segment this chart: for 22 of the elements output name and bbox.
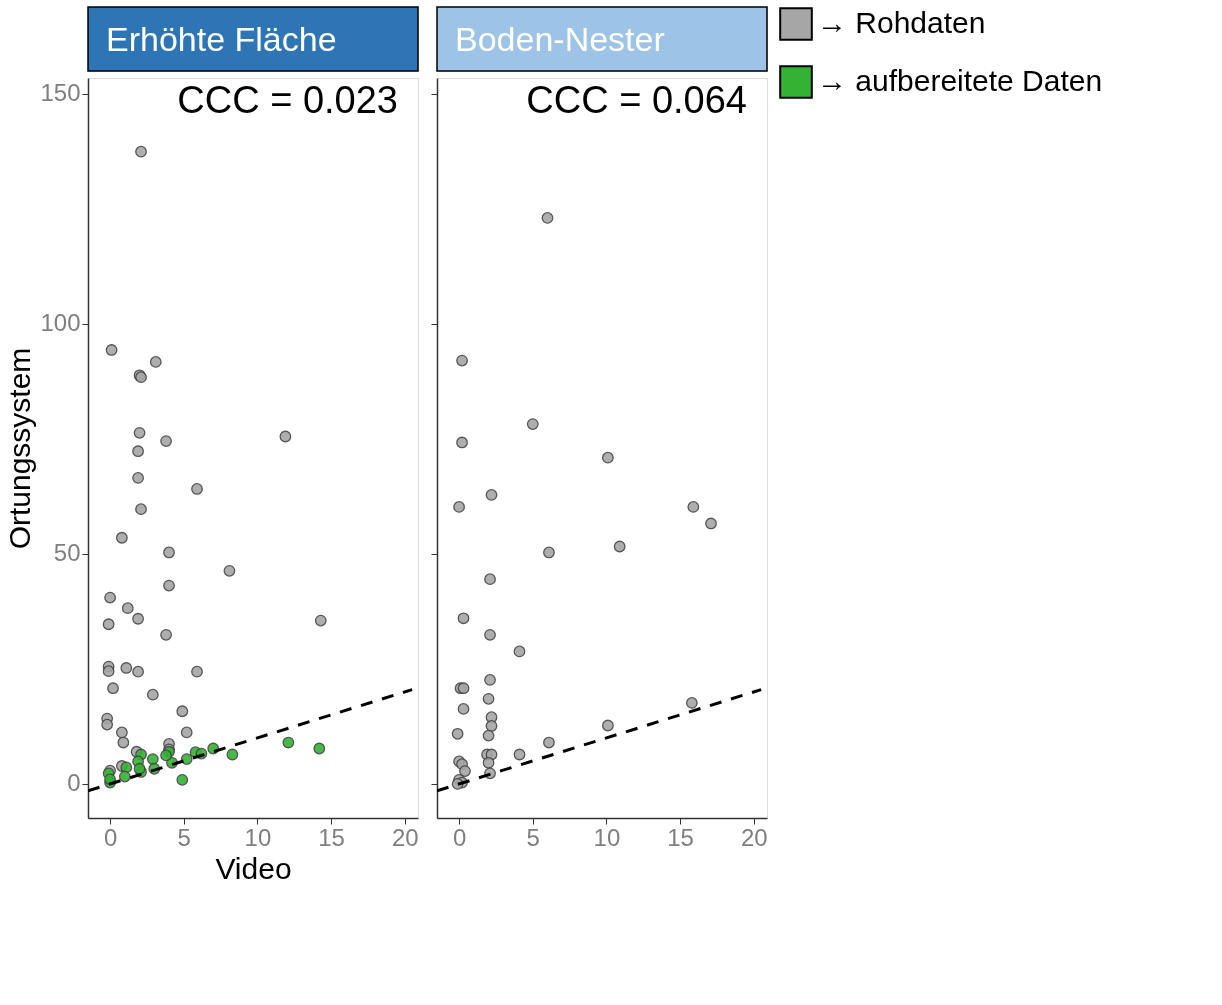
y-tick-label: 0 [67,769,81,797]
chart-title: Boden-Nester [455,20,665,58]
x-tick-label: 15 [667,823,694,851]
x-tick-label: 5 [177,823,191,851]
x-axis-title: Video [215,851,292,885]
y-tick-label: 100 [40,309,81,337]
x-tick-label: 0 [103,823,118,851]
legend-label: → Rohdaten [817,6,986,39]
y-tick-label: 150 [40,79,81,107]
x-tick-label: 10 [244,823,272,851]
x-tick-label: 20 [740,823,768,851]
y-tick-label: 50 [53,539,81,567]
legend-label: → aufbereitete Daten [817,64,1103,97]
annotation: CCC = 0.064 [526,79,747,121]
y-axis-title: Ortungssystem [3,347,37,550]
x-tick-label: 5 [526,823,540,851]
x-tick-label: 20 [391,823,419,851]
x-tick-label: 10 [593,823,621,851]
annotation: CCC = 0.023 [177,79,398,121]
x-tick-label: 0 [452,823,467,851]
chart-title: Erhöhte Fläche [106,20,337,58]
x-tick-label: 15 [318,823,345,851]
